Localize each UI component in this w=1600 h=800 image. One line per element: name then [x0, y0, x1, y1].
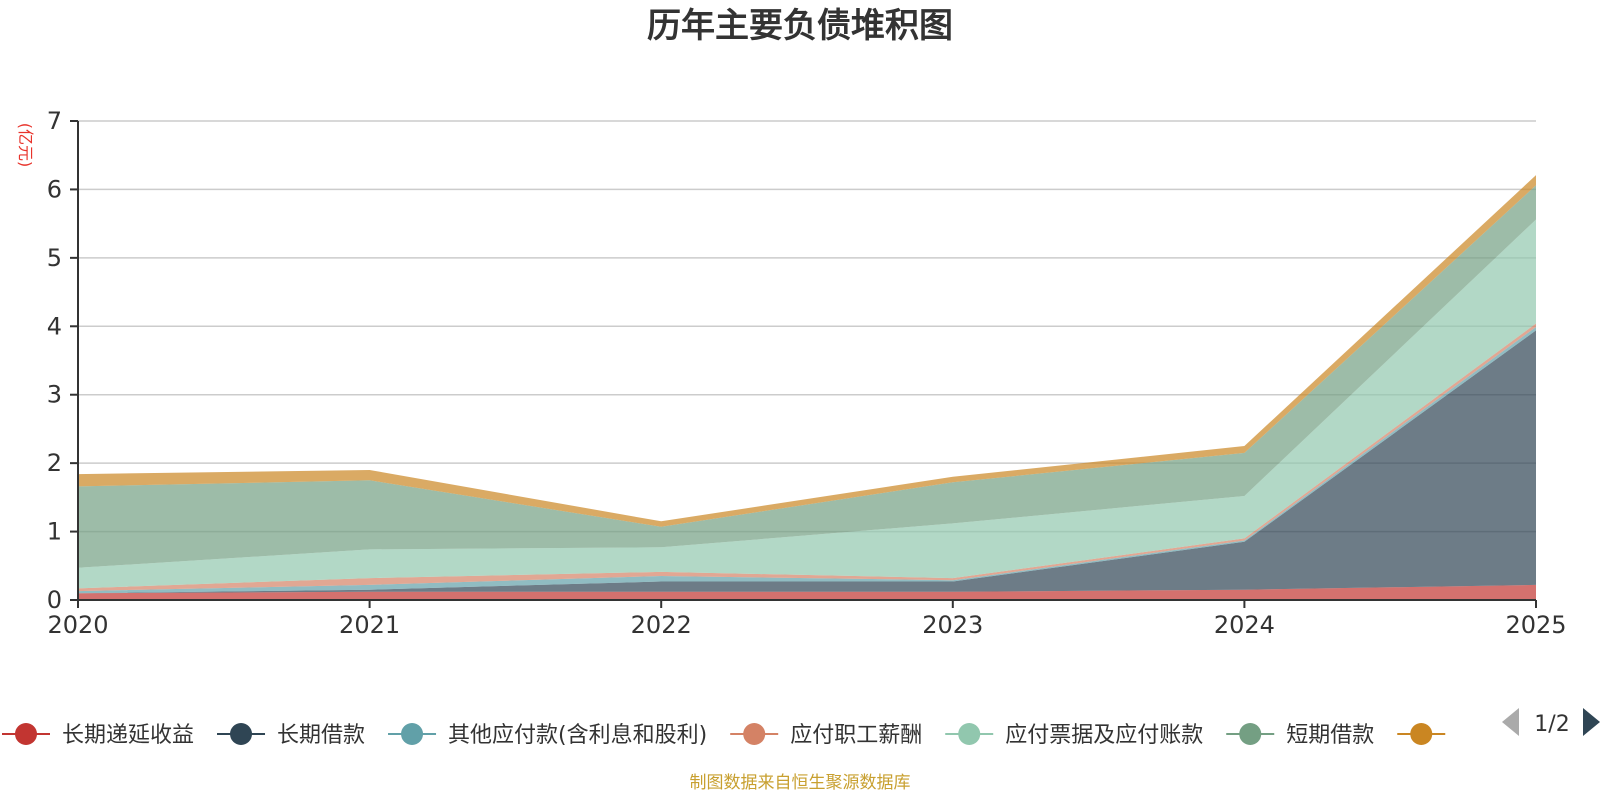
legend-label: 应付票据及应付账款	[1005, 723, 1203, 748]
legend: 长期递延收益 长期借款 其他应付款(含利息和股利) 应付职工薪酬 应付票据及应付账款 短期…	[2, 723, 1446, 748]
grid-lines	[78, 120, 1536, 533]
area-长期递延收益[interactable]	[78, 584, 1536, 600]
source-note: 制图数据来自恒生聚源数据库	[690, 773, 911, 793]
legend-marker-icon	[958, 723, 981, 745]
legend-item[interactable]: 短期借款	[1226, 723, 1374, 748]
legend-item-partial[interactable]	[1397, 723, 1446, 745]
legend-item[interactable]: 应付职工薪酬	[730, 723, 922, 748]
legend-marker-icon	[15, 723, 37, 745]
y-axis-unit-label: (亿元)	[16, 123, 35, 168]
legend-marker-icon	[743, 723, 766, 745]
y-tick-label: 7	[47, 107, 62, 135]
legend-label: 长期递延收益	[62, 723, 194, 748]
x-tick-label: 2021	[339, 611, 400, 639]
axes: 0 1 2 3 4 5 6 7 2020 2021 2022 2023 2024 2025	[47, 107, 1567, 639]
legend-label: 其他应付款(含利息和股利)	[448, 723, 707, 748]
legend-page-indicator: 1/2	[1534, 712, 1569, 737]
x-tick-label: 2023	[922, 611, 983, 639]
y-tick-label: 6	[47, 175, 62, 203]
x-tick-label: 2022	[631, 611, 692, 639]
legend-label: 长期借款	[277, 723, 365, 748]
y-tick-label: 4	[47, 312, 62, 340]
legend-item[interactable]: 长期递延收益	[2, 723, 194, 748]
y-tick-label: 0	[47, 586, 62, 614]
y-tick-label: 2	[47, 449, 62, 477]
y-tick-label: 1	[47, 518, 62, 546]
legend-item[interactable]: 其他应付款(含利息和股利)	[388, 723, 707, 748]
legend-prev-page-icon[interactable]	[1502, 708, 1519, 736]
legend-marker-icon	[230, 723, 253, 745]
legend-marker-icon	[401, 723, 424, 745]
x-tick-label: 2020	[47, 611, 108, 639]
y-tick-label: 3	[47, 381, 62, 409]
legend-marker-icon	[1410, 723, 1433, 745]
area-短期借款[interactable]	[78, 185, 1536, 568]
legend-next-page-icon[interactable]	[1583, 708, 1600, 736]
legend-item[interactable]: 长期借款	[217, 723, 365, 748]
y-tick-label: 5	[47, 244, 62, 272]
legend-pager: 1/2	[1502, 708, 1600, 737]
legend-label: 应付职工薪酬	[790, 723, 922, 748]
legend-item[interactable]: 应付票据及应付账款	[945, 723, 1203, 748]
x-tick-label: 2025	[1505, 611, 1566, 639]
area-series-group	[78, 175, 1536, 600]
legend-label: 短期借款	[1286, 723, 1374, 748]
x-tick-label: 2024	[1214, 611, 1275, 639]
legend-marker-icon	[1239, 723, 1262, 745]
chart-title: 历年主要负债堆积图	[647, 6, 953, 46]
area-长期借款[interactable]	[78, 330, 1536, 594]
